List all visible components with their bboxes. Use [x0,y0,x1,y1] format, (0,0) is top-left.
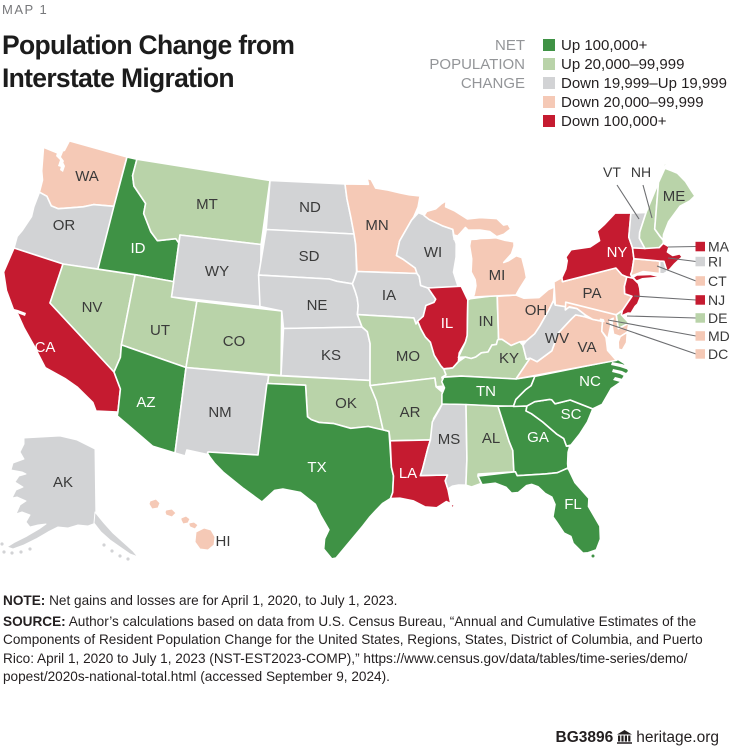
svg-text:WV: WV [545,330,569,347]
svg-text:CA: CA [35,339,56,356]
svg-text:NH: NH [631,164,651,180]
svg-text:MD: MD [708,328,730,344]
svg-text:LA: LA [399,465,417,482]
svg-text:OK: OK [335,395,357,412]
svg-text:HI: HI [216,533,231,550]
svg-text:DC: DC [708,346,728,362]
svg-text:IA: IA [382,287,396,304]
svg-text:SD: SD [299,248,320,265]
svg-text:NC: NC [579,373,601,390]
svg-text:MS: MS [438,431,461,448]
svg-text:VA: VA [578,339,597,356]
svg-text:KS: KS [321,347,341,364]
svg-text:NE: NE [307,297,328,314]
svg-text:UT: UT [150,322,170,339]
svg-text:MT: MT [196,196,218,213]
svg-text:ME: ME [663,188,686,205]
svg-text:IL: IL [441,315,454,332]
svg-text:GA: GA [527,429,549,446]
svg-text:MI: MI [489,267,506,284]
svg-text:AR: AR [400,404,421,421]
svg-text:FL: FL [564,496,582,513]
svg-text:TX: TX [307,459,326,476]
svg-text:WI: WI [424,244,442,261]
svg-text:PA: PA [583,285,602,302]
svg-text:MN: MN [365,217,388,234]
svg-text:ID: ID [131,240,146,257]
svg-text:OR: OR [53,217,76,234]
svg-text:WA: WA [75,168,99,185]
svg-text:TN: TN [476,383,496,400]
svg-text:AL: AL [482,430,500,447]
svg-text:CO: CO [223,333,246,350]
svg-text:NJ: NJ [708,292,725,308]
svg-text:VT: VT [603,164,621,180]
svg-text:SC: SC [561,406,582,423]
svg-text:CT: CT [708,273,727,289]
svg-text:RI: RI [708,254,722,270]
svg-text:IN: IN [479,313,494,330]
svg-text:MA: MA [708,239,730,255]
svg-text:WY: WY [205,263,229,280]
svg-text:AZ: AZ [136,394,155,411]
svg-text:AK: AK [53,474,73,491]
svg-text:NY: NY [607,244,628,261]
svg-text:OH: OH [525,302,548,319]
svg-text:KY: KY [499,350,519,367]
svg-text:DE: DE [708,310,727,326]
svg-text:NV: NV [82,299,103,316]
svg-text:NM: NM [208,404,231,421]
svg-text:MO: MO [396,348,420,365]
svg-text:ND: ND [299,199,321,216]
